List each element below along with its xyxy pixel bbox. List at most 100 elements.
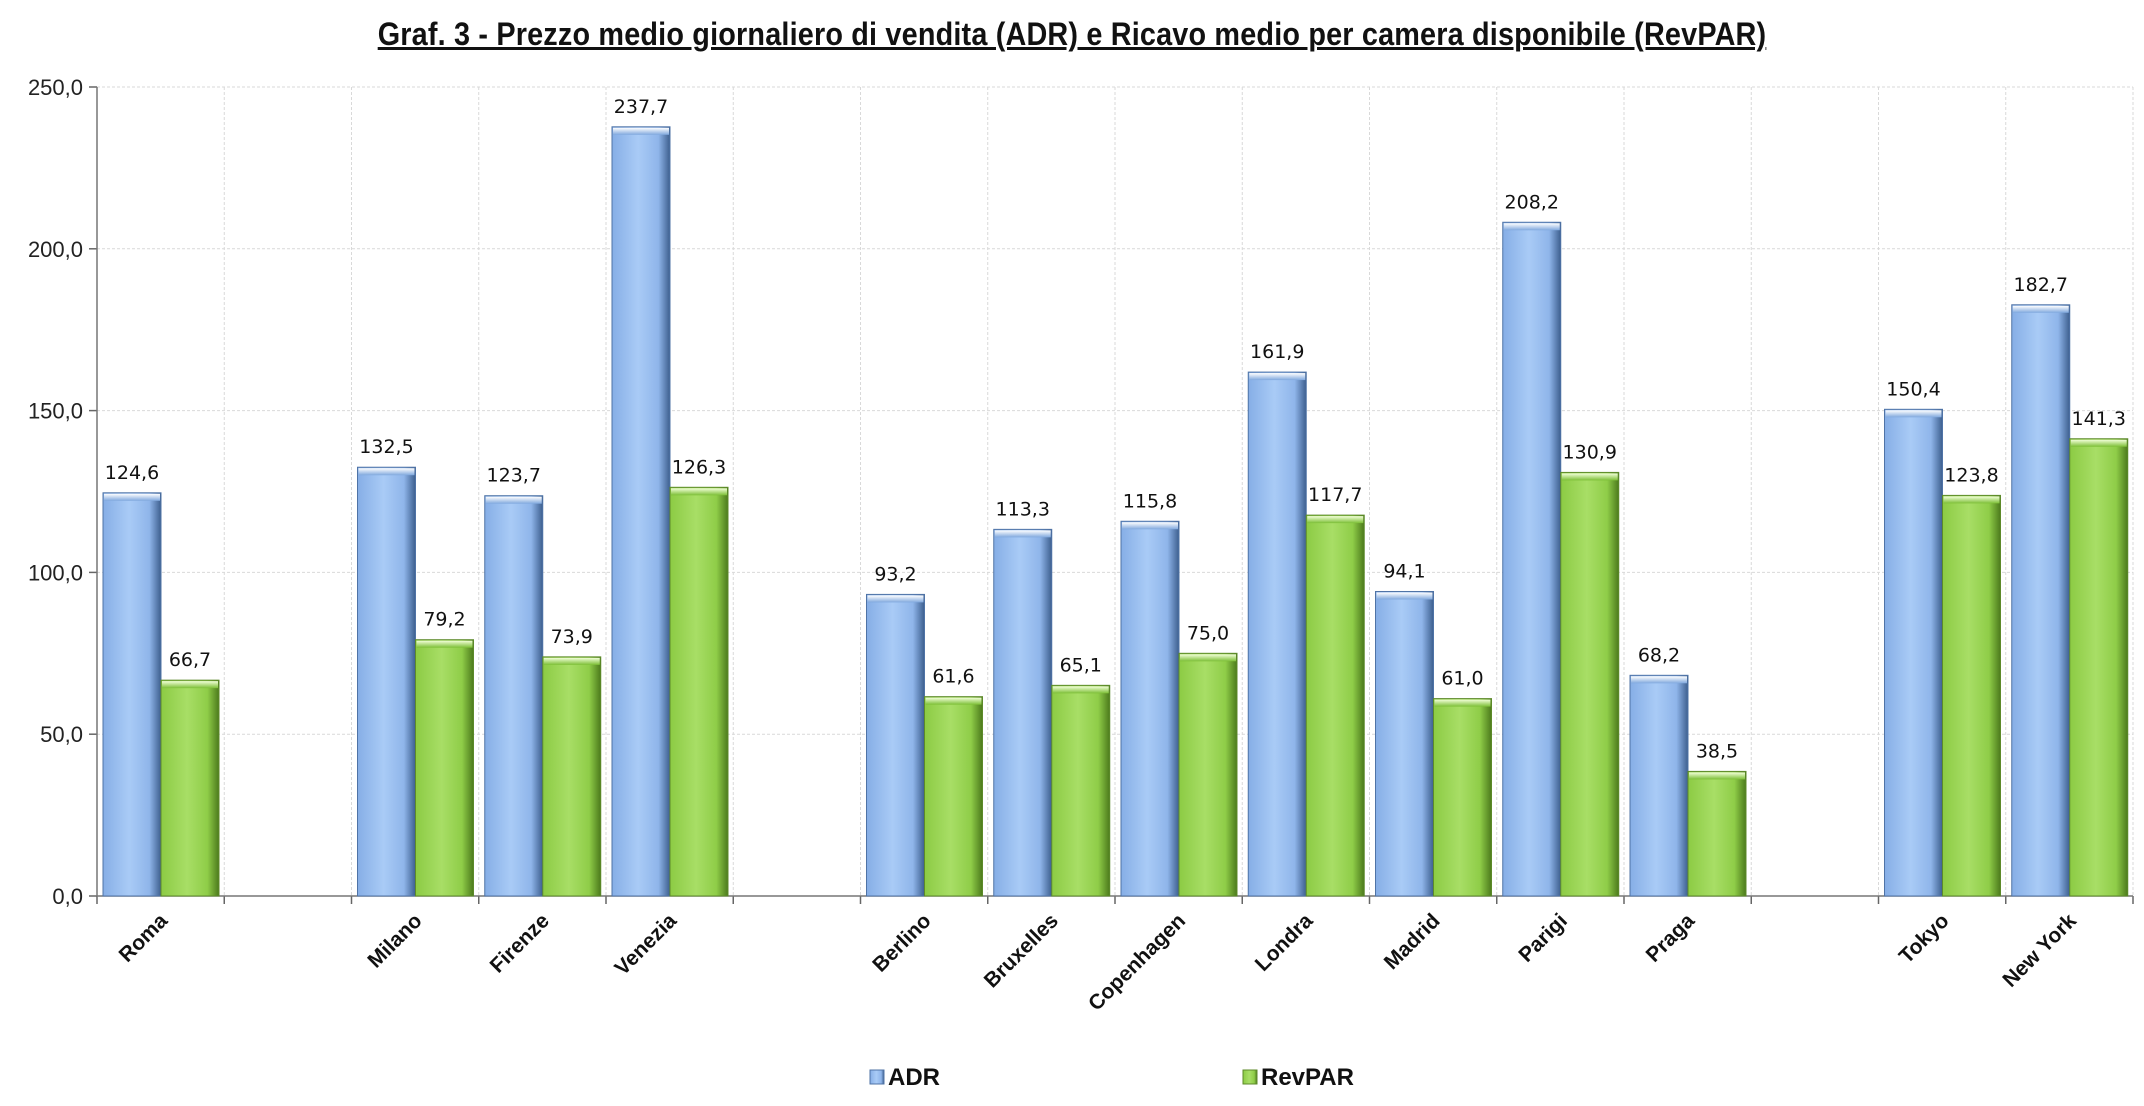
x-tick-label: Venezia (610, 909, 681, 980)
adr-data-label: 161,9 (1250, 341, 1304, 363)
revpar-bar-cap (671, 488, 727, 496)
revpar-bar (924, 696, 983, 897)
adr-bar (1120, 520, 1180, 897)
revpar-data-label: 130,9 (1563, 441, 1617, 463)
revpar-data-label: 66,7 (169, 649, 211, 671)
adr-bar-cap (104, 493, 160, 501)
revpar-bar (669, 486, 729, 897)
revpar-bar-cap (1943, 496, 2000, 504)
adr-bar (102, 492, 162, 897)
revpar-bar-cap (416, 640, 473, 648)
x-tick-label: Firenze (486, 909, 554, 977)
adr-bar-cap (1503, 223, 1560, 231)
revpar-bar-cap (1561, 473, 1618, 481)
adr-bar (484, 495, 544, 897)
y-tick-label: 0,0 (52, 884, 83, 909)
revpar-data-label: 117,7 (1308, 484, 1362, 506)
adr-bar-cap (1631, 676, 1687, 684)
x-tick-label: Roma (115, 909, 173, 967)
axes: 0,0 50,0 100,0 150,0 200,0 250,0 (28, 75, 2134, 909)
adr-data-label: 113,3 (996, 498, 1050, 520)
revpar-bar (1687, 770, 1747, 897)
adr-bar-cap (613, 127, 669, 135)
adr-bar (357, 466, 416, 897)
revpar-bar (1051, 684, 1111, 897)
x-tick-label: Madrid (1380, 909, 1445, 974)
x-tick-label: Copenhagen (1084, 909, 1190, 1015)
y-tick-label: 200,0 (28, 237, 83, 262)
revpar-bar (1305, 514, 1365, 897)
legend-swatch-revpar (1242, 1069, 1258, 1085)
revpar-bar (1942, 494, 2001, 897)
adr-data-label: 115,8 (1123, 490, 1177, 512)
adr-bar-cap (1885, 410, 1942, 418)
adr-bar (1502, 221, 1562, 897)
adr-bar (993, 528, 1053, 897)
revpar-bar-cap (1052, 686, 1109, 694)
adr-bar-cap (867, 595, 924, 603)
revpar-data-label: 65,1 (1060, 654, 1102, 676)
revpar-data-label: 61,6 (932, 666, 974, 688)
revpar-data-label: 126,3 (672, 456, 726, 478)
adr-data-label: 132,5 (359, 436, 413, 458)
revpar-bar (2069, 438, 2129, 897)
adr-data-label: 182,7 (2014, 274, 2068, 296)
adr-bar-cap (994, 530, 1051, 538)
revpar-data-label: 61,0 (1441, 668, 1483, 690)
revpar-data-label: 123,8 (1944, 464, 1998, 486)
x-tick-label: Milano (363, 909, 426, 972)
revpar-data-label: 75,0 (1187, 622, 1229, 644)
revpar-data-label: 79,2 (423, 609, 465, 631)
adr-data-label: 208,2 (1505, 191, 1559, 213)
adr-bar (2011, 304, 2071, 897)
bars (102, 126, 2129, 897)
adr-bar (1629, 674, 1689, 897)
adr-data-label: 237,7 (614, 96, 668, 118)
revpar-bar-cap (2070, 439, 2127, 447)
revpar-bar-cap (543, 657, 600, 665)
adr-bar (1247, 371, 1307, 897)
revpar-bar-cap (1689, 772, 1745, 780)
adr-bar (611, 126, 671, 897)
adr-bar-cap (2012, 305, 2069, 313)
adr-data-label: 94,1 (1383, 560, 1425, 582)
revpar-bar (1178, 652, 1238, 897)
adr-bar-cap (358, 468, 415, 476)
revpar-bar (160, 679, 220, 897)
gridlines (97, 86, 2134, 896)
revpar-data-label: 38,5 (1696, 740, 1738, 762)
revpar-bar (542, 656, 602, 897)
revpar-bar-cap (925, 697, 982, 705)
x-tick-label: Bruxelles (980, 909, 1063, 992)
y-tick-label: 100,0 (28, 560, 83, 585)
y-tick-label: 250,0 (28, 75, 83, 100)
revpar-bar-cap (1180, 654, 1236, 662)
revpar-bar (1560, 471, 1620, 897)
revpar-bar-cap (162, 681, 218, 689)
x-tick-label: Londra (1251, 909, 1318, 976)
chart-title: Graf. 3 - Prezzo medio giornaliero di ve… (377, 16, 1767, 52)
adr-data-label: 150,4 (1886, 378, 1940, 400)
revpar-bar (1433, 698, 1492, 897)
x-tick-label: New York (1998, 909, 2081, 992)
adr-bar-cap (1122, 522, 1178, 530)
adr-bar-cap (1249, 373, 1306, 381)
legend-swatch-adr (869, 1069, 885, 1085)
legend-label-adr: ADR (888, 1064, 940, 1091)
revpar-data-label: 141,3 (2072, 408, 2126, 430)
adr-bar (1375, 590, 1434, 897)
adr-data-label: 68,2 (1638, 644, 1680, 666)
legend-label-revpar: RevPAR (1261, 1064, 1354, 1091)
adr-data-label: 93,2 (874, 563, 916, 585)
adr-bar-cap (485, 496, 542, 504)
y-tick-label: 150,0 (28, 399, 83, 424)
adr-bar-cap (1376, 592, 1433, 600)
adr-data-label: 123,7 (487, 465, 541, 487)
adr-bar (866, 593, 925, 897)
x-tick-label: Parigi (1514, 909, 1572, 967)
adr-bar (1884, 408, 1943, 897)
revpar-bar-cap (1434, 699, 1491, 707)
x-tick-label: Tokyo (1895, 909, 1954, 968)
y-tick-label: 50,0 (40, 722, 83, 747)
